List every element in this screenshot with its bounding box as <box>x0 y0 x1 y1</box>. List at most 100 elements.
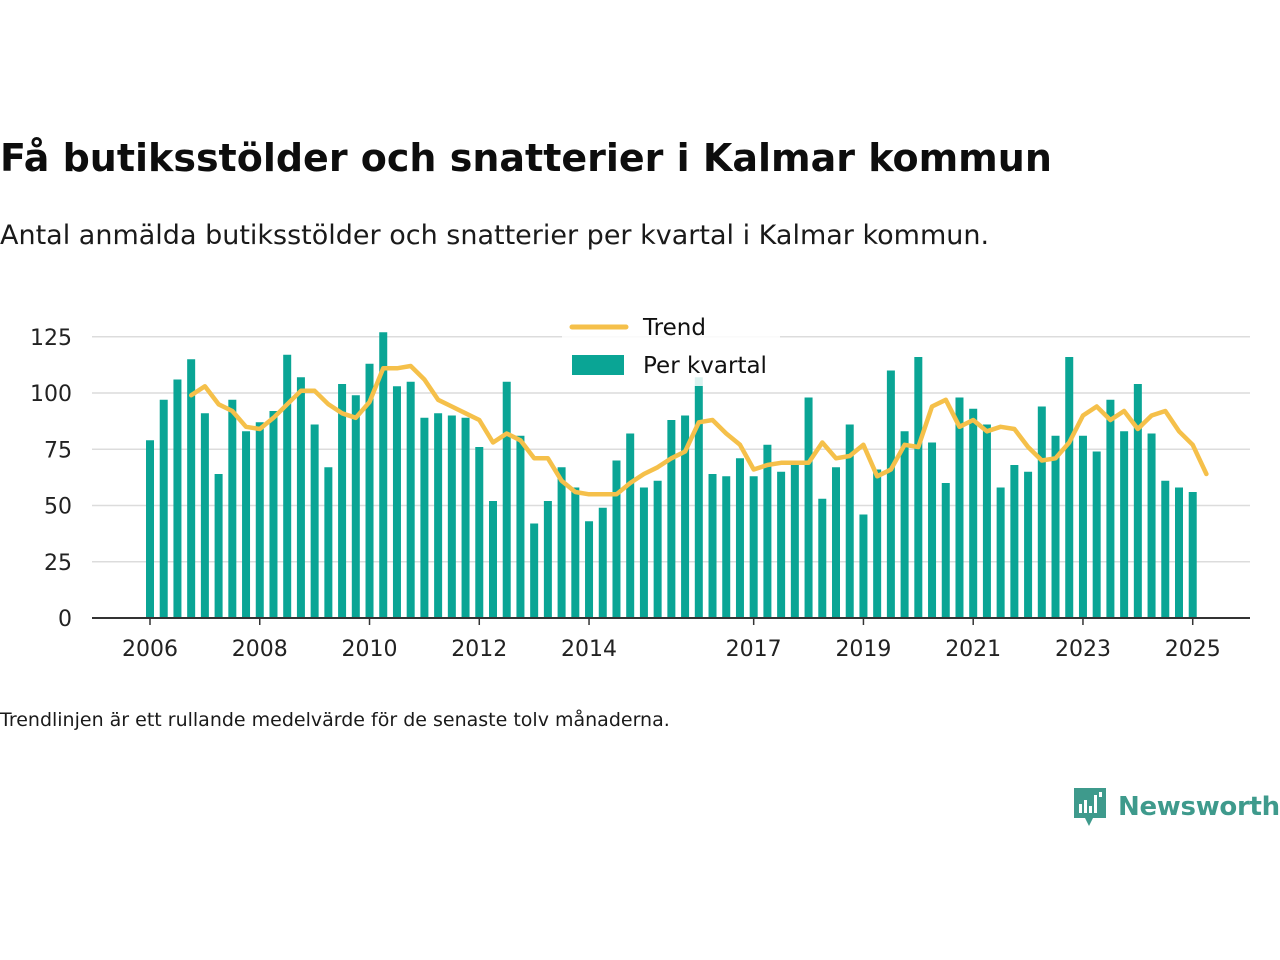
chart-subtitle: Antal anmälda butiksstölder och snatteri… <box>0 220 990 251</box>
bar <box>735 458 744 618</box>
bar <box>749 476 758 618</box>
legend-per-kvartal-swatch <box>572 355 624 375</box>
bar <box>475 447 484 618</box>
bar <box>543 501 552 618</box>
footnote: Trendlinjen är ett rullande medelvärde f… <box>0 709 670 731</box>
bar <box>255 422 264 618</box>
bar <box>557 467 566 618</box>
line-series-trend <box>188 363 1209 497</box>
legend-trend-label: Trend <box>642 315 706 341</box>
chart-title: Få butiksstölder och snatterier i Kalmar… <box>0 136 1052 180</box>
y-tick-label: 100 <box>30 382 72 407</box>
bar <box>777 471 786 618</box>
x-tick-label: 2023 <box>1055 637 1111 662</box>
bar <box>406 381 415 618</box>
bar <box>598 507 607 618</box>
bar <box>200 413 209 618</box>
bar <box>1065 357 1074 618</box>
bar <box>530 523 539 618</box>
bar <box>379 332 388 618</box>
bar <box>1133 384 1142 618</box>
bar <box>516 435 525 618</box>
bar <box>447 415 456 618</box>
bar <box>694 377 703 618</box>
bar <box>173 379 182 618</box>
bar <box>461 417 470 618</box>
bar <box>585 521 594 618</box>
y-tick-label: 125 <box>30 326 72 351</box>
bar <box>886 370 895 618</box>
x-tick-label: 2008 <box>232 637 288 662</box>
x-tick-label: 2010 <box>342 637 398 662</box>
bar <box>502 381 511 618</box>
bar <box>1092 451 1101 618</box>
bar <box>242 431 251 618</box>
bar <box>310 424 319 618</box>
bar <box>859 514 868 618</box>
bar <box>338 384 347 618</box>
bar <box>1161 480 1170 618</box>
bar <box>571 487 580 618</box>
bar <box>832 467 840 618</box>
bar <box>763 444 772 618</box>
trend-line <box>188 363 1209 497</box>
bar <box>324 467 333 618</box>
bar <box>351 395 360 618</box>
bar <box>214 474 223 618</box>
bar <box>818 498 827 618</box>
bar <box>900 431 909 618</box>
bar <box>612 460 621 618</box>
legend-per-kvartal-label: Per kvartal <box>643 353 767 379</box>
bar-series-per-kvartal <box>146 332 1197 618</box>
bar <box>1078 435 1087 618</box>
bar <box>269 411 278 618</box>
bar <box>639 487 648 618</box>
bar <box>653 480 662 618</box>
bar <box>626 433 635 618</box>
y-tick-label: 0 <box>58 607 72 632</box>
bar <box>1010 465 1019 618</box>
x-tick-label: 2017 <box>726 637 782 662</box>
bar <box>969 408 978 618</box>
axes: 0 25 50 75 100 125 2006 2008 2010 2012 2014 2017 201… <box>30 326 1250 662</box>
bar <box>667 420 676 618</box>
bar <box>283 354 292 618</box>
y-tick-label: 25 <box>44 551 72 576</box>
bar <box>1037 406 1046 618</box>
bar <box>722 476 731 618</box>
bar <box>804 397 813 618</box>
bar <box>955 397 964 618</box>
bar <box>681 415 690 618</box>
legend: Trend Per kvartal <box>562 312 780 386</box>
y-tick-label: 50 <box>44 495 72 520</box>
bar <box>1106 399 1115 618</box>
bar <box>928 442 937 618</box>
x-tick-label: 2014 <box>561 637 617 662</box>
bar <box>296 377 305 618</box>
bar <box>392 386 401 618</box>
bar <box>790 465 799 618</box>
brand-name: Newsworthy <box>1118 792 1280 822</box>
chart: 0 25 50 75 100 125 2006 2008 2010 2012 2014 2017 201… <box>30 312 1250 662</box>
bar <box>159 399 168 618</box>
brand-logo[interactable]: Newsworthy <box>1072 786 1280 828</box>
x-tick-label: 2012 <box>451 637 507 662</box>
bar <box>873 469 882 618</box>
x-tick-label: 2006 <box>122 637 178 662</box>
bar <box>914 357 923 618</box>
bar <box>1188 492 1197 618</box>
bar <box>365 363 374 618</box>
newsworthy-logo-icon <box>1074 788 1106 826</box>
bar <box>146 440 154 618</box>
bar <box>708 474 717 618</box>
bar <box>489 501 497 618</box>
bar <box>941 483 950 618</box>
bar <box>434 413 443 618</box>
bar <box>1051 435 1060 618</box>
bar <box>420 417 429 618</box>
x-tick-label: 2019 <box>835 637 891 662</box>
bar <box>996 487 1005 618</box>
bar <box>1024 471 1033 618</box>
bar <box>187 359 196 618</box>
bar <box>982 424 991 618</box>
